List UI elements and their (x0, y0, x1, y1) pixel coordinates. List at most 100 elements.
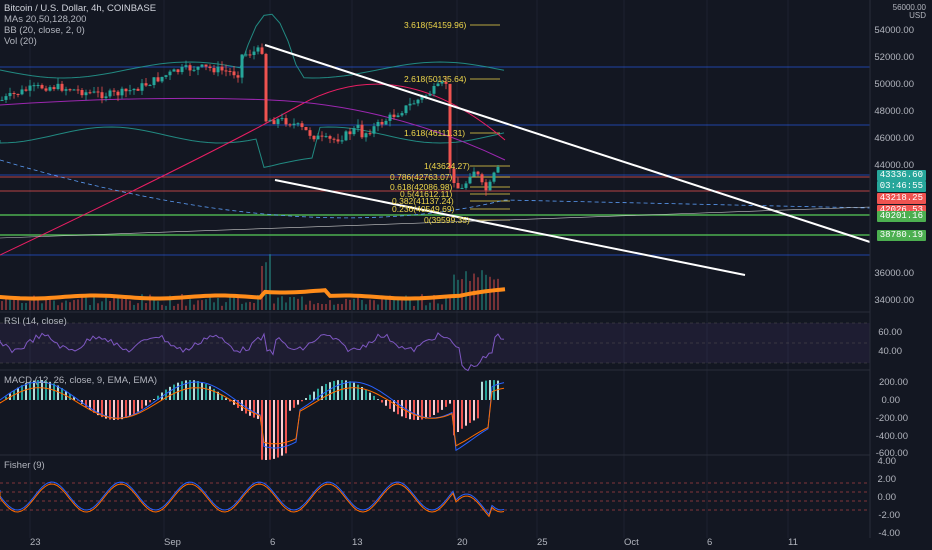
chart-legend[interactable]: Bitcoin / U.S. Dollar, 4h, COINBASE MAs … (4, 3, 156, 47)
volume-bar (293, 297, 295, 310)
candle-body (484, 182, 488, 191)
price-tick: 54000.00 (874, 25, 914, 36)
candle-body (88, 92, 92, 94)
volume-bar (157, 301, 159, 310)
macd-tick: -200.00 (875, 413, 908, 424)
candle-body (280, 118, 284, 120)
legend-ma[interactable]: MAs 20,50,128,200 (4, 14, 87, 25)
candle-body (452, 168, 456, 183)
date-tick: 23 (30, 537, 41, 548)
fib-label: 3.618(54159.96) (404, 20, 467, 30)
volume-bar (465, 271, 467, 310)
symbol-title[interactable]: Bitcoin / U.S. Dollar, 4h, COINBASE (4, 3, 157, 14)
macd-bar (149, 400, 151, 403)
support-badge: 40201.16 (876, 211, 926, 222)
candle-body (328, 136, 332, 139)
macd-bar (369, 392, 371, 400)
candle-body (456, 182, 460, 189)
candle-body (32, 85, 36, 87)
fib-label: 0.786(42763.07) (390, 172, 453, 182)
date-tick: 6 (707, 537, 713, 548)
volume-bar (425, 305, 427, 310)
volume-bar (117, 296, 119, 310)
rsi-label[interactable]: RSI (14, close) (4, 316, 67, 327)
candle-body (200, 64, 204, 67)
macd-bar (457, 400, 459, 433)
bollinger-lower (0, 126, 505, 168)
macd-bar (137, 400, 139, 412)
volume-bar (201, 300, 203, 310)
volume-bar (33, 295, 35, 310)
candle-body (368, 133, 372, 135)
macd-bar (361, 386, 363, 400)
fisher-label[interactable]: Fisher (9) (4, 460, 45, 471)
fisher-tick: -4.00 (878, 528, 900, 539)
volume-bar (453, 274, 455, 310)
macd-bar (145, 400, 147, 406)
candle-body (40, 85, 44, 89)
macd-bar (441, 400, 443, 410)
volume-bar (285, 302, 287, 310)
macd-bar (69, 393, 71, 400)
candle-body (384, 120, 388, 125)
volume-bar (165, 305, 167, 310)
candle-body (48, 87, 52, 91)
volume-bar (329, 300, 331, 310)
volume-bar (377, 304, 379, 310)
macd-bar (453, 400, 455, 436)
candle-body (36, 85, 40, 87)
macd-bar (173, 384, 175, 400)
date-tick: 13 (352, 537, 363, 548)
candle-body (52, 87, 56, 90)
fisher-line (0, 481, 505, 516)
volume-bar (113, 296, 115, 310)
volume-bar (189, 299, 191, 310)
macd-bar (53, 383, 55, 400)
macd-bar (433, 400, 435, 416)
volume-bar (313, 304, 315, 310)
candle-body (248, 54, 252, 56)
candle-body (276, 119, 280, 125)
ma-line (0, 83, 506, 256)
volume-bar (349, 299, 351, 310)
volume-bar (181, 294, 183, 310)
fisher-tick: 2.00 (877, 474, 897, 485)
macd-bar (385, 400, 387, 406)
legend-vol[interactable]: Vol (20) (4, 36, 37, 47)
volume-bar (397, 296, 399, 310)
price-tick: 34000.00 (874, 295, 914, 306)
volume-bar (65, 300, 67, 310)
candle-body (216, 66, 220, 73)
price-tick: 48000.00 (874, 106, 914, 117)
candle-body (240, 54, 244, 78)
macd-bar (381, 400, 383, 403)
candle-body (140, 83, 144, 91)
volume-bar (405, 295, 407, 310)
candle-body (288, 124, 292, 126)
candle-body (156, 77, 160, 82)
volume-bar (497, 278, 499, 310)
macd-tick: -600.00 (875, 448, 908, 459)
trendline (264, 44, 871, 243)
macd-bar (485, 380, 487, 400)
candle-body (12, 93, 16, 95)
candle-body (476, 171, 480, 175)
rsi-line (0, 332, 505, 372)
volume-bar (169, 295, 171, 310)
candle-body (72, 89, 76, 91)
candle-body (252, 51, 256, 56)
macd-bar (345, 380, 347, 400)
date-tick: 20 (457, 537, 468, 548)
macd-bar (33, 380, 35, 400)
candle-body (92, 91, 96, 93)
volume-bar (161, 304, 163, 310)
candle-body (496, 166, 500, 173)
macd-label[interactable]: MACD (12, 26, close, 9, EMA, EMA) (4, 375, 158, 386)
legend-bb[interactable]: BB (20, close, 2, 0) (4, 25, 85, 36)
volume-bar (141, 294, 143, 310)
volume-bar (217, 298, 219, 310)
macd-bar (313, 391, 315, 400)
macd-bar (97, 400, 99, 416)
level-badge: 42026.53 (876, 205, 926, 216)
